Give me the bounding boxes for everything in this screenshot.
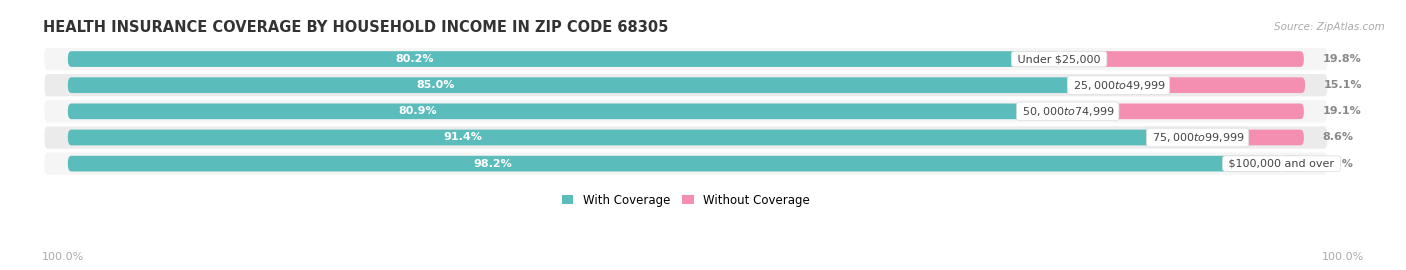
FancyBboxPatch shape [1059, 51, 1303, 67]
FancyBboxPatch shape [67, 51, 1059, 67]
Text: $50,000 to $74,999: $50,000 to $74,999 [1019, 105, 1116, 118]
FancyBboxPatch shape [44, 46, 1329, 72]
Text: 100.0%: 100.0% [1322, 252, 1364, 262]
Text: 98.2%: 98.2% [474, 158, 512, 169]
Text: 80.2%: 80.2% [395, 54, 434, 64]
FancyBboxPatch shape [44, 125, 1329, 150]
Text: HEALTH INSURANCE COVERAGE BY HOUSEHOLD INCOME IN ZIP CODE 68305: HEALTH INSURANCE COVERAGE BY HOUSEHOLD I… [44, 21, 668, 35]
Text: $100,000 and over: $100,000 and over [1226, 158, 1339, 169]
Text: 80.9%: 80.9% [398, 106, 437, 116]
FancyBboxPatch shape [1198, 130, 1303, 145]
Text: 8.6%: 8.6% [1323, 133, 1354, 143]
FancyBboxPatch shape [67, 130, 1198, 145]
FancyBboxPatch shape [44, 99, 1329, 124]
Text: 85.0%: 85.0% [416, 80, 454, 90]
Text: 15.1%: 15.1% [1323, 80, 1362, 90]
Text: 19.8%: 19.8% [1323, 54, 1361, 64]
Text: 100.0%: 100.0% [42, 252, 84, 262]
FancyBboxPatch shape [67, 103, 1067, 119]
FancyBboxPatch shape [67, 156, 1282, 171]
Text: Source: ZipAtlas.com: Source: ZipAtlas.com [1274, 22, 1385, 32]
FancyBboxPatch shape [1282, 156, 1303, 171]
FancyBboxPatch shape [67, 77, 1118, 93]
Legend: With Coverage, Without Coverage: With Coverage, Without Coverage [557, 189, 815, 211]
Text: Under $25,000: Under $25,000 [1014, 54, 1104, 64]
Text: $75,000 to $99,999: $75,000 to $99,999 [1149, 131, 1246, 144]
FancyBboxPatch shape [1118, 77, 1305, 93]
FancyBboxPatch shape [44, 151, 1329, 176]
Text: 19.1%: 19.1% [1323, 106, 1361, 116]
Text: 1.8%: 1.8% [1323, 158, 1353, 169]
FancyBboxPatch shape [44, 73, 1329, 98]
FancyBboxPatch shape [1067, 103, 1303, 119]
Text: $25,000 to $49,999: $25,000 to $49,999 [1070, 79, 1167, 92]
Text: 91.4%: 91.4% [444, 133, 482, 143]
